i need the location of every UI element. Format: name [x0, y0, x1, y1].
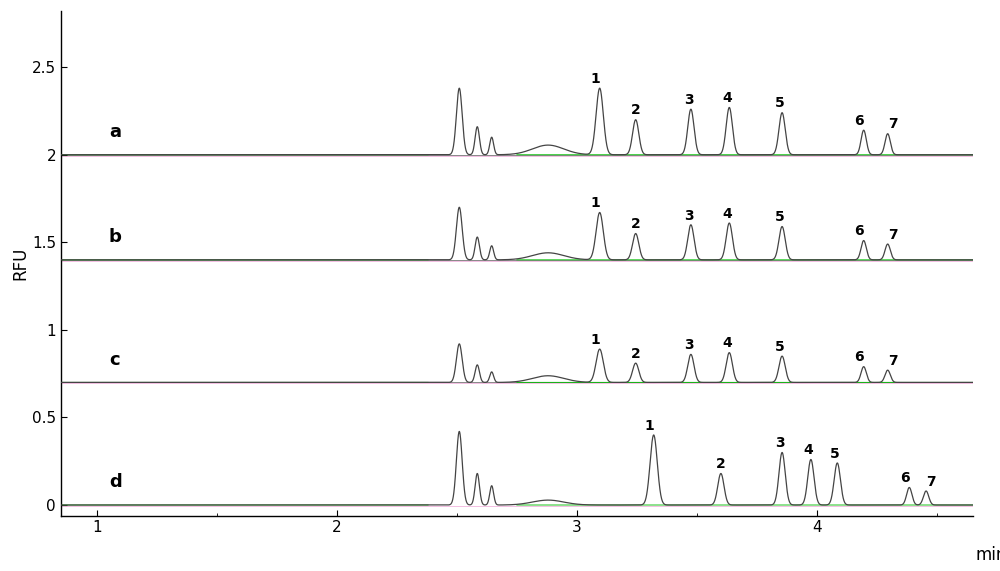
X-axis label: min: min: [975, 546, 1000, 564]
Text: 6: 6: [854, 224, 864, 238]
Text: 1: 1: [590, 333, 600, 347]
Text: 7: 7: [888, 118, 897, 131]
Text: 6: 6: [900, 471, 909, 485]
Text: 4: 4: [722, 336, 732, 351]
Text: 1: 1: [644, 419, 654, 433]
Text: 2: 2: [631, 103, 641, 118]
Text: a: a: [109, 123, 121, 141]
Text: 6: 6: [854, 114, 864, 128]
Text: 3: 3: [684, 93, 693, 107]
Text: 2: 2: [631, 218, 641, 231]
Text: 5: 5: [775, 340, 785, 354]
Text: 3: 3: [684, 338, 693, 352]
Text: 3: 3: [684, 208, 693, 223]
Text: 1: 1: [590, 72, 600, 86]
Text: 7: 7: [888, 228, 897, 242]
Text: 5: 5: [775, 210, 785, 224]
Text: b: b: [109, 228, 122, 246]
Text: 4: 4: [722, 91, 732, 105]
Text: 2: 2: [631, 347, 641, 361]
Text: 7: 7: [888, 354, 897, 368]
Text: 2: 2: [716, 457, 726, 471]
Y-axis label: RFU: RFU: [11, 247, 29, 280]
Text: 4: 4: [722, 207, 732, 221]
Text: 5: 5: [830, 447, 840, 461]
Text: c: c: [109, 351, 120, 369]
Text: 6: 6: [854, 351, 864, 364]
Text: 7: 7: [926, 475, 936, 489]
Text: 4: 4: [804, 443, 813, 457]
Text: d: d: [109, 473, 122, 492]
Text: 1: 1: [590, 196, 600, 210]
Text: 3: 3: [775, 436, 784, 450]
Text: 5: 5: [775, 96, 785, 110]
